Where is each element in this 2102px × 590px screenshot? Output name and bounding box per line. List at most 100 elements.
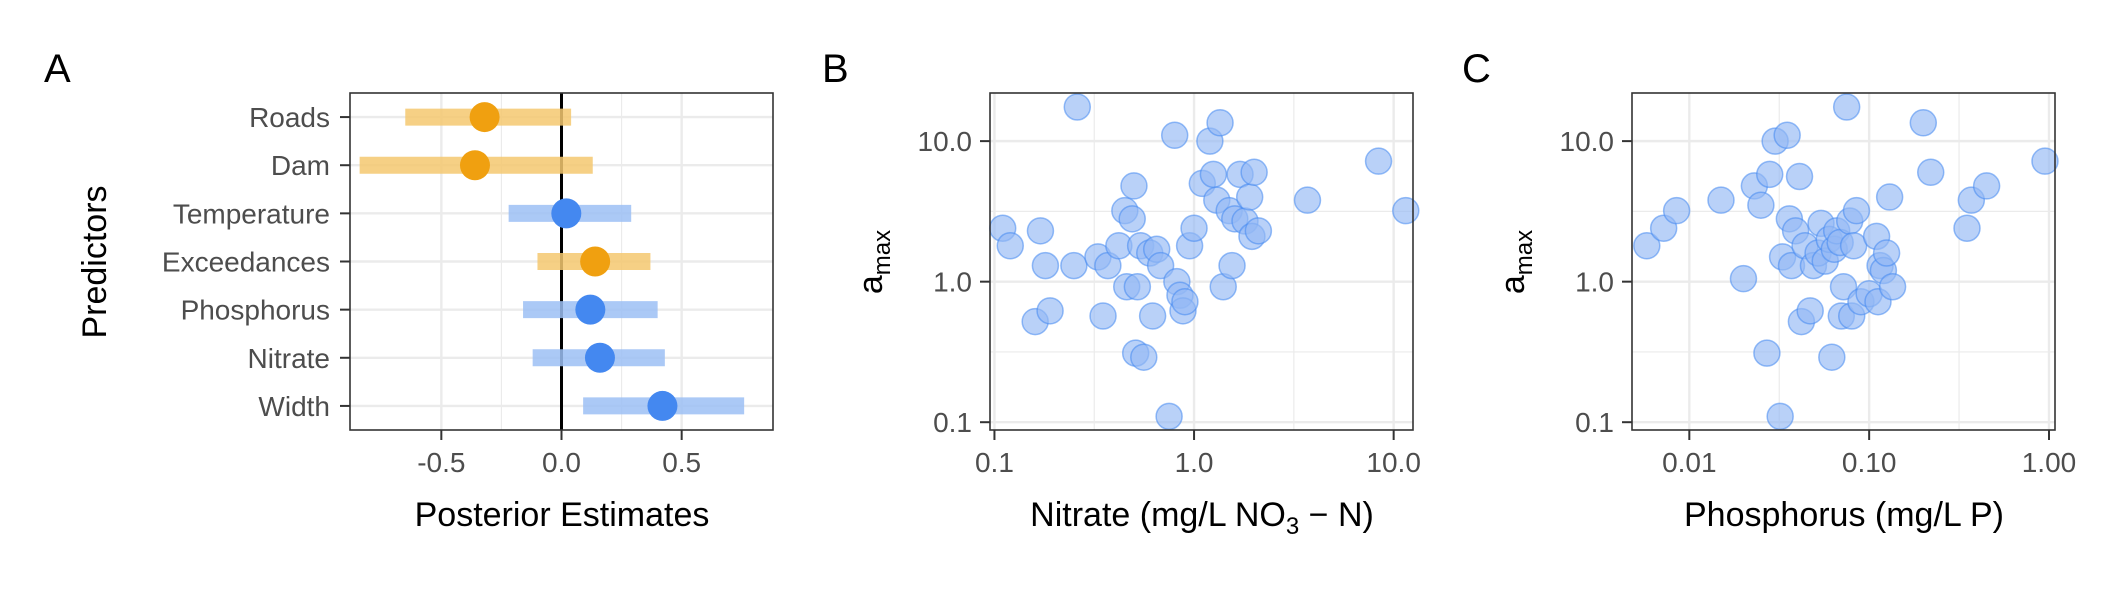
panel-c-data-point — [1785, 162, 1814, 191]
panel-a-y-tick-label: Temperature — [173, 198, 330, 229]
panel-a-estimate-point — [551, 198, 582, 229]
panel-c-marks — [1633, 93, 2059, 431]
panel-c-x-axis-title: Phosphorus (mg/L P) — [1684, 496, 2004, 534]
panel-a-estimate-point — [459, 150, 490, 181]
panel-c-data-point — [1916, 158, 1945, 187]
panel-b-data-point — [1123, 272, 1152, 301]
panel-b-data-point — [1199, 160, 1228, 189]
panel-c-plot-background — [1632, 93, 2055, 430]
panel-c-x-tick-label: 0.01 — [1662, 447, 1717, 478]
panel-c-data-point — [1662, 196, 1691, 225]
panel-b-data-point — [1235, 183, 1264, 211]
panel-a-y-tick-label: Width — [258, 391, 330, 422]
panel-b-x-tick-label: 1.0 — [1175, 447, 1214, 478]
panel-c-data-point — [1839, 232, 1868, 260]
panel-a-estimate-point — [647, 390, 678, 421]
panel-b-marks — [988, 93, 1420, 431]
panel-c-data-point — [1707, 186, 1735, 214]
panel-c-data-point — [1796, 297, 1824, 325]
panel-c: C 0.1 1.0 10.0 0.01 0.10 1.00 Phosphorus (mg… — [1462, 47, 2076, 534]
panel-a-y-tick-label: Nitrate — [248, 343, 330, 374]
panel-b-data-point — [1293, 186, 1322, 214]
panel-a-estimate-point — [469, 102, 500, 133]
panel-b-x-axis-title-main: Nitrate (mg/L NO — [1030, 496, 1286, 534]
panel-c-data-point — [1832, 93, 1861, 121]
panel-b-data-point — [996, 232, 1025, 260]
panel-c-data-point — [2031, 147, 2059, 175]
panel-b-y-tick-label: 10.0 — [918, 126, 973, 157]
panel-b-data-point — [1060, 251, 1088, 280]
panel-b-data-point — [1171, 287, 1199, 316]
panel-c-data-point — [1878, 272, 1907, 301]
panel-c-data-point — [1829, 272, 1858, 301]
panel-b-data-point — [1120, 172, 1148, 200]
panel-b-data-point — [1155, 402, 1183, 431]
panel-a: A Roads Dam Temperature Exceedances Phosphor… — [44, 47, 774, 534]
panel-b-x-axis-title-tail: − N) — [1299, 496, 1374, 534]
panel-b-data-point — [1218, 251, 1246, 280]
panel-a-y-tick-label: Exceedances — [162, 247, 330, 278]
panel-c-data-point — [1753, 339, 1781, 367]
panel-b-y-tick-label: 0.1 — [933, 407, 972, 438]
panel-b-plot-border — [989, 92, 1414, 431]
panel-b-data-point — [1063, 93, 1092, 121]
panel-a-x-tick-label: -0.5 — [417, 447, 465, 478]
panel-c-data-point — [1818, 343, 1846, 371]
panel-c-data-point — [1773, 121, 1801, 150]
panel-a-estimate-point — [575, 294, 606, 325]
panel-b-data-point — [1240, 158, 1268, 187]
panel-a-estimate-point — [584, 342, 615, 373]
panel-b: B 0.1 1.0 10.0 0.1 1.0 10.0 Nitrate (mg/L NO… — [822, 47, 1421, 540]
panel-a-y-axis-title: Predictors — [76, 185, 114, 338]
panel-b-data-point — [1206, 109, 1234, 137]
panel-b-y-tick-label: 1.0 — [933, 267, 972, 298]
panel-a-y-tick-label: Phosphorus — [181, 295, 330, 326]
panel-b-y-axis-title-subscript: max — [869, 230, 896, 275]
panel-c-data-point — [1909, 109, 1938, 137]
panel-a-y-axis: Roads Dam Temperature Exceedances Phosphorus… — [162, 102, 350, 422]
panel-c-data-point — [1953, 214, 1981, 242]
panel-b-data-point — [1089, 302, 1117, 330]
panel-b-label: B — [822, 47, 849, 91]
panel-c-data-point — [1747, 191, 1775, 219]
panel-a-estimate-point — [580, 246, 611, 277]
panel-b-data-point — [1026, 217, 1055, 245]
panel-b-x-tick-label: 10.0 — [1366, 447, 1421, 478]
panel-c-data-point — [1766, 402, 1794, 431]
panel-c-y-axis-title-main: a — [1494, 275, 1532, 294]
panel-c-data-point — [1842, 196, 1871, 225]
panel-b-data-point — [1138, 302, 1167, 330]
panel-a-y-tick-label: Roads — [249, 102, 330, 133]
panel-a-x-tick-label: 0.0 — [542, 447, 581, 478]
panel-b-data-point — [1180, 214, 1208, 242]
panel-c-y-axis-title-subscript: max — [1511, 230, 1538, 275]
panel-c-data-point — [1729, 264, 1758, 293]
panel-b-data-point — [1130, 343, 1158, 371]
panel-b-data-point — [1118, 205, 1146, 233]
panel-c-data-point — [1972, 172, 2001, 200]
panel-a-label: A — [44, 47, 71, 91]
panel-b-data-point — [1244, 217, 1273, 245]
panel-c-data-point — [1875, 183, 1904, 211]
panel-c-label: C — [1462, 47, 1491, 91]
panel-c-data-point — [1633, 232, 1661, 260]
panel-c-y-tick-label: 10.0 — [1560, 126, 1615, 157]
panel-b-x-axis: 0.1 1.0 10.0 — [975, 430, 1421, 478]
panel-b-y-axis: 0.1 1.0 10.0 — [918, 126, 990, 438]
panel-c-x-tick-label: 0.10 — [1842, 447, 1897, 478]
panel-c-y-axis-title: amax — [1494, 230, 1538, 294]
panel-b-data-point — [1031, 251, 1060, 280]
panel-c-y-tick-label: 0.1 — [1575, 407, 1614, 438]
panel-c-data-point — [1755, 160, 1784, 189]
panel-c-x-tick-label: 1.00 — [2022, 447, 2077, 478]
panel-a-x-axis: -0.5 0.0 0.5 — [417, 430, 701, 478]
panel-b-data-point — [1036, 297, 1064, 325]
panel-b-data-point — [1160, 121, 1189, 150]
panel-b-x-axis-title: Nitrate (mg/L NO3 − N) — [1030, 496, 1374, 540]
panel-a-y-tick-label: Dam — [271, 150, 330, 181]
panel-a-marks — [359, 93, 745, 430]
panel-c-x-axis: 0.01 0.10 1.00 — [1662, 430, 2076, 478]
panel-b-x-tick-label: 0.1 — [975, 447, 1014, 478]
panel-a-x-axis-title: Posterior Estimates — [415, 496, 710, 534]
